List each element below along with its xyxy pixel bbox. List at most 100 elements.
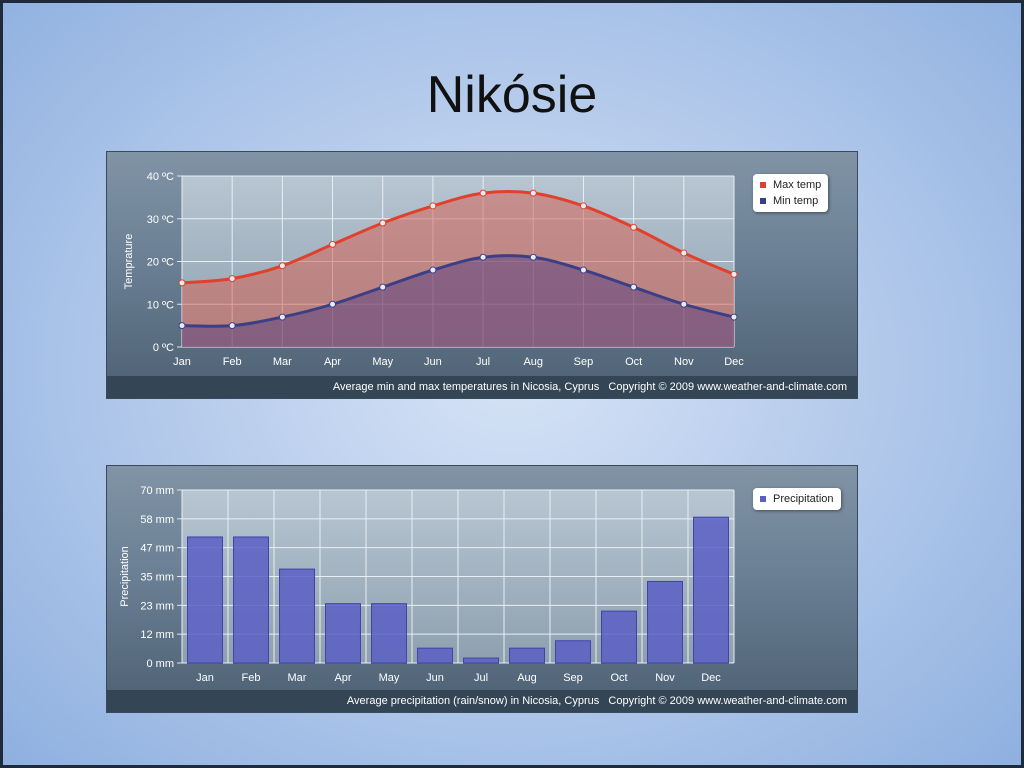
point-min-temp-jun [429, 266, 437, 274]
x-tick-label: Feb [223, 356, 242, 368]
y-axis-label: Temprature [123, 234, 135, 290]
bar-precipitation-aug [509, 647, 545, 664]
precipitation-chart: 0 mm 12 mm 23 mm 35 mm 47 mm 58 mm 70 mm Jan Feb… [106, 465, 858, 713]
bar-precipitation-mar [279, 568, 315, 664]
point-max-temp-jun [429, 202, 437, 210]
x-tick-label: Mar [288, 672, 307, 684]
x-tick-label: Aug [523, 356, 543, 368]
point-min-temp-nov [680, 300, 688, 308]
point-min-temp-oct [630, 283, 638, 291]
point-max-temp-sep [579, 202, 587, 210]
legend-label-precipitation: Precipitation [773, 493, 834, 505]
x-tick-label: Jul [474, 672, 488, 684]
legend-swatch-precipitation [760, 496, 766, 502]
bar-precipitation-apr [325, 603, 361, 664]
x-tick-label: May [372, 356, 393, 368]
area-min-temp [182, 255, 734, 347]
precipitation-caption: Average precipitation (rain/snow) in Nic… [346, 695, 600, 707]
legend-swatch-min [760, 198, 766, 204]
point-min-temp-jul [479, 253, 487, 261]
point-min-temp-dec [730, 313, 738, 321]
point-max-temp-nov [680, 249, 688, 257]
point-min-temp-sep [579, 266, 587, 274]
x-tick-label: Jan [196, 672, 214, 684]
bar-precipitation-dec [693, 516, 729, 664]
x-tick-label: Nov [655, 672, 675, 684]
point-max-temp-may [379, 219, 387, 227]
line-max-temp [181, 189, 735, 285]
point-max-temp-feb [228, 275, 236, 283]
point-max-temp-aug [529, 189, 537, 197]
x-tick-label: Dec [701, 672, 721, 684]
point-min-temp-apr [329, 300, 337, 308]
point-min-temp-mar [278, 313, 286, 321]
bar-precipitation-jan [187, 536, 223, 664]
y-tick-label: 23 mm [140, 600, 174, 612]
y-tick-label: 20 ºC [147, 257, 174, 269]
line-min-temp [181, 254, 735, 328]
point-max-temp-jul [479, 189, 487, 197]
bar-precipitation-may [371, 603, 407, 664]
x-tick-label: May [379, 672, 400, 684]
point-max-temp-mar [278, 262, 286, 270]
x-tick-label: Nov [674, 356, 694, 368]
x-tick-label: Sep [574, 356, 594, 368]
legend-item-precipitation: Precipitation [760, 491, 834, 507]
precipitation-legend: Precipitation [753, 488, 841, 510]
point-min-temp-jan [178, 322, 186, 330]
bar-precipitation-jul [463, 657, 499, 664]
x-tick-label: Apr [334, 672, 351, 684]
bar-precipitation-nov [647, 580, 683, 664]
temperature-legend: Max temp Min temp [753, 174, 829, 212]
bar-precipitation-feb [233, 536, 269, 664]
point-min-temp-may [379, 283, 387, 291]
precipitation-chart-plot: 0 mm 12 mm 23 mm 35 mm 47 mm 58 mm 70 mm Jan Feb… [119, 485, 735, 684]
x-tick-label: Mar [273, 356, 292, 368]
bar-precipitation-sep [555, 640, 591, 664]
x-tick-label: Oct [610, 672, 627, 684]
y-tick-label: 10 ºC [147, 299, 174, 311]
temperature-caption: Average min and max temperatures in Nico… [332, 381, 600, 393]
x-tick-label: Dec [724, 356, 744, 368]
point-max-temp-oct [630, 223, 638, 231]
y-tick-label: 30 ºC [147, 214, 174, 226]
bar-precipitation-jun [417, 647, 453, 664]
temperature-copyright: Copyright © 2009 www.weather-and-climate… [608, 381, 847, 393]
y-tick-label: 0 ºC [153, 342, 174, 354]
point-max-temp-apr [329, 240, 337, 248]
point-min-temp-aug [529, 253, 537, 261]
legend-swatch-max [760, 182, 766, 188]
bar-precipitation-oct [601, 610, 637, 664]
y-tick-label: 12 mm [140, 629, 174, 641]
x-tick-label: Aug [517, 672, 537, 684]
x-tick-label: Jun [426, 672, 444, 684]
y-tick-label: 0 mm [147, 658, 175, 670]
x-tick-label: Sep [563, 672, 583, 684]
y-tick-label: 70 mm [140, 485, 174, 497]
precipitation-copyright: Copyright © 2009 www.weather-and-climate… [608, 695, 847, 707]
point-max-temp-dec [730, 270, 738, 278]
y-axis-label: Precipitation [119, 546, 131, 607]
legend-item-max-temp: Max temp [760, 177, 821, 193]
legend-label-max-temp: Max temp [773, 179, 822, 191]
x-tick-label: Apr [324, 356, 341, 368]
point-min-temp-feb [228, 322, 236, 330]
temperature-chart-plot: 0 ºC 10 ºC 20 ºC 30 ºC 40 ºC Jan Feb Mar Apr May J… [123, 171, 744, 368]
precipitation-chart-footer: Average precipitation (rain/snow) in Nic… [107, 690, 857, 712]
x-tick-label: Feb [242, 672, 261, 684]
x-tick-label: Jul [476, 356, 490, 368]
y-tick-label: 47 mm [140, 543, 174, 555]
temperature-chart: 0 ºC 10 ºC 20 ºC 30 ºC 40 ºC Jan Feb Mar Apr May J… [106, 151, 858, 399]
x-tick-label: Jan [173, 356, 191, 368]
slide: Nikósie 0 ºC 10 ºC 20 ºC 30 ºC 40 ºC Jan Feb Ma… [3, 3, 1021, 765]
legend-item-min-temp: Min temp [760, 193, 821, 209]
y-tick-label: 58 mm [140, 514, 174, 526]
y-tick-label: 35 mm [140, 572, 174, 584]
slide-title: Nikósie [426, 66, 598, 124]
temperature-chart-footer: Average min and max temperatures in Nico… [107, 376, 857, 398]
y-tick-label: 40 ºC [147, 171, 174, 183]
point-max-temp-jan [178, 279, 186, 287]
legend-label-min-temp: Min temp [773, 195, 819, 207]
x-tick-label: Oct [625, 356, 642, 368]
x-tick-label: Jun [424, 356, 442, 368]
